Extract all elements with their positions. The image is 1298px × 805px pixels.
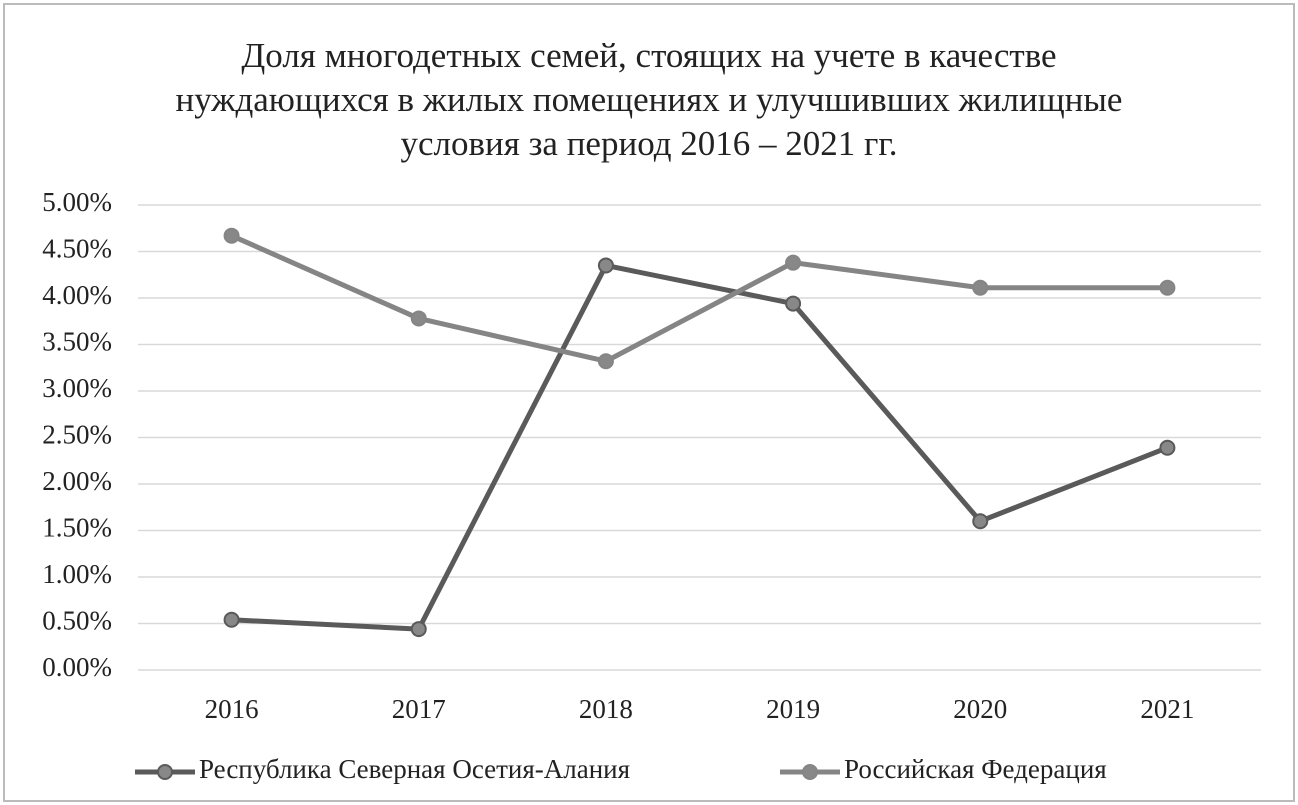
y-tick-label: 5.00%	[42, 187, 112, 217]
y-tick-label: 1.50%	[42, 513, 112, 543]
y-tick-label: 0.00%	[42, 652, 112, 682]
series-marker	[223, 227, 240, 244]
series-marker	[785, 295, 802, 312]
y-tick-label: 4.50%	[42, 234, 112, 264]
series-line	[231, 262, 1169, 632]
y-tick-label: 0.50%	[42, 606, 112, 636]
series-marker	[410, 621, 427, 638]
x-tick-label: 2020	[953, 694, 1007, 724]
series-marker	[597, 353, 614, 370]
series-marker	[972, 513, 989, 530]
x-tick-label: 2021	[1140, 694, 1194, 724]
y-tick-label: 4.00%	[42, 280, 112, 310]
y-tick-label: 3.50%	[42, 327, 112, 357]
series-marker	[1159, 279, 1176, 296]
legend-marker	[802, 764, 818, 780]
legend-label: Республика Северная Осетия-Алания	[199, 754, 630, 784]
series-line	[230, 233, 1168, 364]
legend-label: Российская Федерация	[844, 754, 1107, 784]
x-tick-label: 2019	[766, 694, 820, 724]
chart-title: Доля многодетных семей, стоящих на учете…	[175, 36, 1123, 163]
series-marker	[785, 254, 802, 271]
x-tick-label: 2017	[392, 694, 446, 724]
x-tick-label: 2018	[579, 694, 633, 724]
y-tick-label: 1.00%	[42, 559, 112, 589]
x-tick-label: 2016	[205, 694, 259, 724]
legend-marker	[157, 764, 173, 780]
series-marker	[597, 257, 614, 274]
series-marker	[223, 611, 240, 628]
chart-border	[3, 3, 1295, 802]
series-marker	[972, 279, 989, 296]
y-tick-label: 2.00%	[42, 466, 112, 496]
series-marker	[1159, 439, 1176, 456]
y-tick-label: 3.00%	[42, 373, 112, 403]
y-tick-label: 2.50%	[42, 420, 112, 450]
series-marker	[410, 310, 427, 327]
